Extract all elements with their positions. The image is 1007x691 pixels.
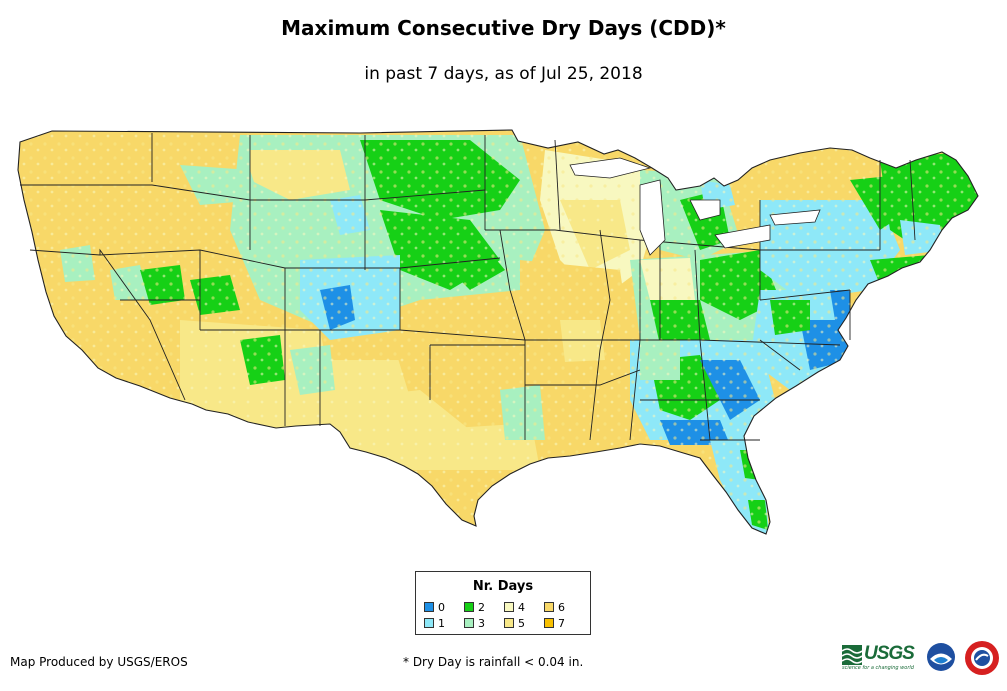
legend-label: 3	[478, 617, 485, 630]
usgs-logo: USGS science for a changing world	[842, 643, 918, 673]
legend-label: 0	[438, 601, 445, 614]
map-credit: Map Produced by USGS/EROS	[10, 655, 188, 669]
legend: Nr. Days 0 1 2 3 4 5 6 7	[415, 571, 591, 635]
legend-label: 4	[518, 601, 525, 614]
map-subtitle: in past 7 days, as of Jul 25, 2018	[364, 64, 643, 84]
legend-item-2: 2	[464, 602, 485, 614]
legend-label: 2	[478, 601, 485, 614]
legend-item-0: 0	[424, 602, 445, 614]
map-footnote: * Dry Day is rainfall < 0.04 in.	[403, 655, 584, 669]
legend-swatch	[464, 602, 474, 612]
legend-swatch	[544, 618, 554, 628]
legend-label: 1	[438, 617, 445, 630]
legend-item-1: 1	[424, 618, 445, 630]
nws-logo	[965, 641, 999, 675]
legend-item-6: 6	[544, 602, 565, 614]
usgs-wave-icon	[842, 645, 863, 665]
legend-swatch	[504, 602, 514, 612]
legend-item-4: 4	[504, 602, 525, 614]
map-title: Maximum Consecutive Dry Days (CDD)*	[281, 16, 726, 40]
legend-label: 6	[558, 601, 565, 614]
legend-item-3: 3	[464, 618, 485, 630]
legend-swatch	[464, 618, 474, 628]
noaa-logo	[927, 643, 955, 671]
us-dry-days-map	[17, 129, 979, 535]
legend-title: Nr. Days	[472, 579, 534, 594]
legend-swatch	[544, 602, 554, 612]
usgs-tagline: science for a changing world	[842, 665, 914, 671]
legend-swatch	[424, 618, 434, 628]
legend-swatch	[504, 618, 514, 628]
legend-label: 7	[558, 617, 565, 630]
legend-item-7: 7	[544, 618, 565, 630]
usgs-logo-text: USGS	[864, 643, 915, 664]
legend-label: 5	[518, 617, 525, 630]
legend-swatch	[424, 602, 434, 612]
legend-item-5: 5	[504, 618, 525, 630]
